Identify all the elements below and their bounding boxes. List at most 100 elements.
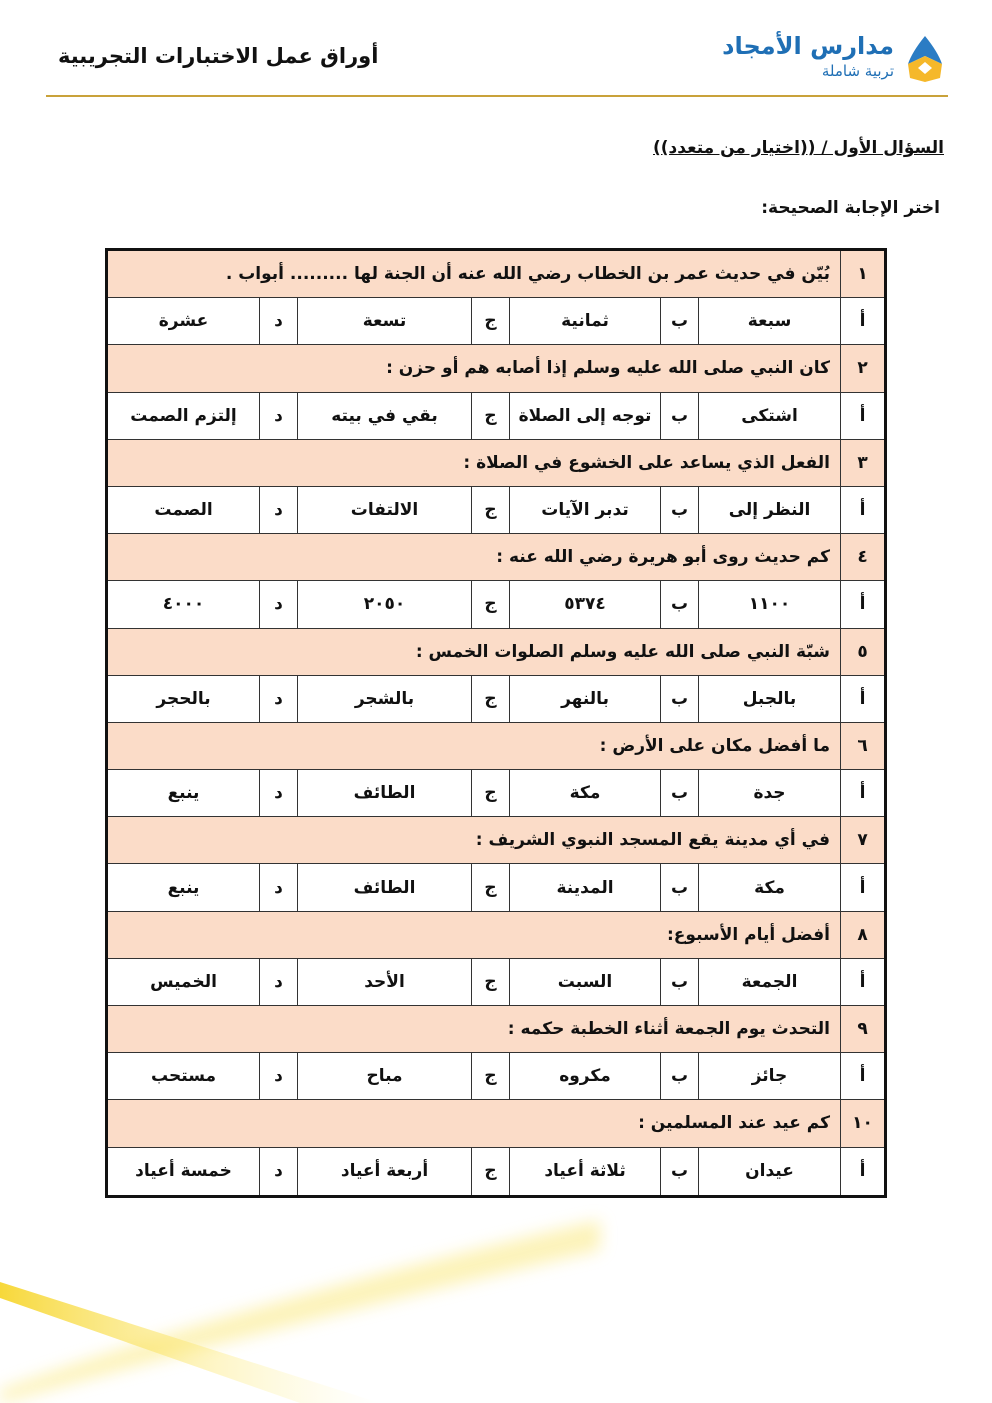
options-row: أ اشتكى ب توجه إلى الصلاة ج بقي في بيته د إلتزم… [108,392,884,440]
answer-option[interactable]: ينبع [167,877,200,898]
options-row: أ بالجبل ب بالنهر ج بالشجر د بالحجر [108,675,884,723]
answer-option[interactable]: عيدان [698,1147,840,1195]
answer-option[interactable]: توجه إلى الصلاة [509,392,660,439]
options-row: أ سبعة ب ثمانية ج تسعة د عشرة [108,298,884,346]
answer-option[interactable]: مكروه [509,1053,660,1100]
answer-option[interactable]: جدة [698,770,840,817]
question-number: ٧ [840,817,884,864]
options-row: أ جائز ب مكروه ج مباح د مستحب [108,1053,884,1101]
options-row: أ ١١٠٠ ب ٥٣٧٤ ج ٢٠٥٠ د ٤٠٠٠ [108,581,884,629]
option-letter: د [259,958,297,1005]
answer-option[interactable]: ٤٠٠٠ [162,594,205,615]
answer-option[interactable]: الجمعة [698,958,840,1005]
school-logo: مدارس الأمجاد تربية شاملة [722,30,950,86]
options-row: أ جدة ب مكة ج الطائف د ينبع [108,770,884,818]
options-row: أ عيدان ب ثلاثة أعياد ج أربعة أعياد د خمسة أعيا… [108,1147,884,1195]
answer-option[interactable]: ١١٠٠ [698,581,840,628]
question-number: ٩ [840,1006,884,1053]
option-letter: ب [660,675,698,722]
answer-option[interactable]: ينبع [167,783,200,804]
answer-option[interactable]: الطائف [297,770,471,817]
option-letter: ج [471,1053,509,1100]
option-letter: ج [471,675,509,722]
answer-option[interactable]: النظر إلى [698,486,840,534]
answer-option[interactable]: اشتكى [698,392,840,439]
question-row: ٤ كم حديث روى أبو هريرة رضي الله عنه : [108,534,884,582]
option-letter: ب [660,958,698,1005]
answer-option[interactable]: بقي في بيته [297,392,471,439]
option-letter: د [259,298,297,345]
option-letter: ب [660,298,698,345]
option-letter: ب [660,1147,698,1195]
option-letter: أ [840,864,884,911]
option-letter: ب [660,581,698,628]
answer-option[interactable]: ٥٣٧٤ [509,581,660,628]
answer-option[interactable]: بالنهر [509,675,660,722]
question-text: كم حديث روى أبو هريرة رضي الله عنه : [496,547,830,568]
option-letter: ج [471,581,509,628]
option-letter: د [259,486,297,534]
option-letter: ج [471,864,509,911]
answer-option[interactable]: بالشجر [297,675,471,722]
option-letter: أ [840,298,884,345]
header-divider [46,95,948,97]
question-number: ١٠ [840,1100,884,1147]
logo-tagline: تربية شاملة [821,62,894,80]
option-letter: د [259,1053,297,1100]
questions-table: ١ بُيّن في حديث عمر بن الخطاب رضي الله عن… [105,248,887,1198]
option-letter: د [259,770,297,817]
options-row: أ النظر إلى ب تدبر الآيات ج الالتفات د الصمت [108,486,884,535]
answer-option[interactable]: بالجبل [698,675,840,722]
question-number: ٨ [840,911,884,958]
option-letter: أ [840,1053,884,1100]
answer-option[interactable]: سبعة [698,298,840,345]
question-row: ٥ شبّة النبي صلى الله عليه وسلم الصلوات ا… [108,628,884,676]
decorative-swoosh [0,1220,600,1403]
option-letter: أ [840,392,884,439]
option-letter: د [259,864,297,911]
answer-option[interactable]: الصمت [154,500,213,521]
answer-option[interactable]: السبت [509,958,660,1005]
answer-option[interactable]: جائز [698,1053,840,1100]
option-letter: أ [840,581,884,628]
question-text: في أي مدينة يقع المسجد النبوي الشريف : [475,830,830,851]
instruction-text: اختر الإجابة الصحيحة: [761,198,940,218]
question-row: ٩ التحدث يوم الجمعة أثناء الخطبة حكمه : [108,1006,884,1054]
answer-option[interactable]: مباح [297,1053,471,1100]
options-row: أ الجمعة ب السبت ج الأحد د الخميس [108,958,884,1006]
option-letter: د [259,1147,297,1195]
answer-option[interactable]: تدبر الآيات [509,486,660,534]
option-letter: أ [840,958,884,1005]
answer-option[interactable]: ٢٠٥٠ [297,581,471,628]
option-letter: ج [471,298,509,345]
answer-option[interactable]: عشرة [158,311,209,332]
answer-option[interactable]: الأحد [297,958,471,1005]
logo-name: مدارس الأمجاد [722,32,894,60]
answer-option[interactable]: الالتفات [297,486,471,534]
answer-option[interactable]: تسعة [297,298,471,345]
option-letter: ج [471,1147,509,1195]
answer-option[interactable]: بالحجر [156,688,211,709]
question-text: أفضل أيام الأسبوع: [667,924,830,945]
answer-option[interactable]: خمسة أعياد [135,1161,232,1182]
option-letter: ج [471,392,509,439]
answer-option[interactable]: إلتزم الصمت [130,405,237,426]
option-letter: ب [660,770,698,817]
question-text: ما أفضل مكان على الأرض : [599,735,830,756]
answer-option[interactable]: الخميس [150,971,217,992]
answer-option[interactable]: الطائف [297,864,471,911]
answer-option[interactable]: مكة [698,864,840,911]
question-row: ١٠ كم عيد عند المسلمين : [108,1100,884,1148]
option-letter: أ [840,770,884,817]
option-letter: د [259,581,297,628]
answer-option[interactable]: المدينة [509,864,660,911]
answer-option[interactable]: ثمانية [509,298,660,345]
answer-option[interactable]: مستحب [151,1066,217,1087]
question-number: ٤ [840,534,884,581]
option-letter: د [259,392,297,439]
option-letter: ج [471,958,509,1005]
answer-option[interactable]: أربعة أعياد [297,1147,471,1195]
question-row: ٨ أفضل أيام الأسبوع: [108,911,884,959]
answer-option[interactable]: ثلاثة أعياد [509,1147,660,1195]
answer-option[interactable]: مكة [509,770,660,817]
